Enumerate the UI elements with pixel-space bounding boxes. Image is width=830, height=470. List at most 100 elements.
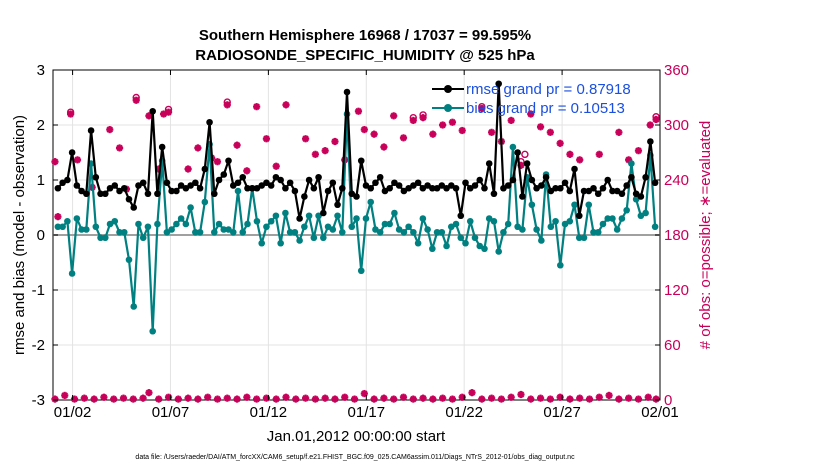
obs-bottom-marker-27-stroke-3: [312, 395, 319, 403]
bias-point-21: [154, 220, 161, 228]
bias-point-113: [590, 228, 597, 236]
obs-bottom-marker-58: [615, 395, 623, 403]
obs-bottom-marker-33-stroke-3: [370, 395, 378, 403]
rmse-point-15: [125, 195, 133, 203]
bias-point-105: [552, 217, 559, 225]
obs-evaluated-marker-19: [243, 167, 251, 175]
obs-evaluated-marker-3-stroke-3: [74, 156, 81, 164]
bias-point-86: [462, 239, 469, 247]
obs-bottom-marker-11-stroke-3: [155, 395, 163, 403]
obs-evaluated-marker-27: [331, 137, 339, 146]
x-tick-label-3: 01/17: [348, 404, 386, 421]
obs-bottom-marker-10: [145, 389, 153, 397]
obs-bottom-marker-54: [576, 394, 584, 402]
obs-bottom-marker-30: [341, 393, 349, 401]
obs-evaluated-marker-39-stroke-3: [449, 118, 456, 126]
bias-point-52: [301, 223, 308, 231]
obs-evaluated-marker-51: [576, 156, 584, 164]
obs-evaluated-marker-52: [595, 150, 603, 158]
obs-evaluated-marker-22: [272, 162, 280, 170]
rmse-point-64: [357, 157, 365, 165]
obs-evaluated-marker-21-stroke-3: [263, 135, 270, 143]
rmse-point-12: [111, 182, 119, 189]
rmse-point-100: [528, 176, 536, 184]
obs-bottom-marker-59-stroke-3: [625, 394, 632, 402]
bias-point-33: [211, 228, 218, 236]
obs-bottom-marker-38: [419, 394, 427, 402]
bias-point-60: [338, 228, 346, 236]
rmse-point-98: [519, 193, 526, 200]
rmse-point-119: [618, 190, 626, 198]
obs-evaluated-marker-38: [439, 121, 447, 129]
obs-evaluated-marker-6-stroke-3: [116, 144, 123, 152]
obs-evaluated-marker-25-stroke-3: [312, 151, 319, 158]
obs-evaluated-marker-53: [615, 128, 623, 136]
obs-bottom-marker-53: [566, 395, 574, 403]
rmse-point-52: [301, 193, 308, 200]
x-axis-label: Jan.01,2012 00:00:00 start: [267, 428, 446, 445]
bias-point-44: [263, 223, 270, 231]
rmse-point-68: [376, 173, 384, 181]
obs-evaluated-marker-14-stroke-3: [194, 144, 202, 152]
rmse-point-25: [173, 187, 180, 195]
right-tick-label-5: 60: [664, 337, 681, 354]
obs-bottom-marker-39: [429, 395, 437, 403]
obs-bottom-marker-44: [478, 395, 486, 403]
rmse-point-8: [92, 173, 100, 181]
x-tick-label-1: 01/07: [152, 404, 190, 421]
bias-point-65: [362, 215, 370, 222]
rmse-point-40: [244, 184, 251, 192]
obs-bottom-marker-56-stroke-3: [595, 393, 603, 401]
obs-evaluated-marker-21: [262, 135, 271, 143]
rmse-point-3: [68, 149, 76, 156]
bias-point-98: [519, 226, 526, 233]
obs-bottom-marker-5-stroke-3: [100, 393, 108, 401]
obs-evaluated-marker-42: [488, 128, 496, 136]
obs-evaluated-marker-56: [646, 121, 654, 129]
obs-evaluated-marker-30: [360, 125, 368, 134]
obs-possible-marker-3: [223, 98, 231, 106]
x-tick-label-4: 01/22: [445, 404, 483, 421]
rmse-point-92: [490, 190, 498, 198]
obs-evaluated-marker-55-stroke-3: [635, 147, 642, 154]
bias-point-124: [642, 209, 649, 217]
obs-evaluated-marker-24: [301, 135, 310, 143]
obs-evaluated-marker-46: [527, 110, 535, 118]
bias-point-19: [144, 223, 152, 231]
obs-evaluated-marker-37: [429, 130, 437, 138]
rmse-point-103: [542, 173, 550, 181]
obs-bottom-marker-36: [399, 393, 408, 401]
obs-evaluated-marker-19-stroke-3: [243, 167, 251, 175]
rmse-point-89: [476, 176, 484, 184]
obs-bottom-marker-14-stroke-3: [184, 394, 192, 402]
obs-bottom-marker-28: [321, 394, 329, 402]
obs-evaluated-marker-37-stroke-3: [429, 130, 437, 138]
bias-point-114: [594, 228, 602, 236]
obs-evaluated-marker-50: [566, 150, 574, 158]
obs-bottom-marker-18: [223, 394, 231, 402]
rmse-point-109: [571, 165, 578, 173]
bias-point-28: [187, 204, 194, 211]
bias-point-79: [429, 245, 436, 253]
obs-evaluated-marker-50-stroke-3: [566, 151, 574, 158]
obs-bottom-marker-1: [61, 391, 69, 400]
obs-evaluated-marker-40-stroke-3: [458, 127, 466, 134]
bias-point-20: [149, 327, 156, 335]
rmse-point-105: [552, 184, 559, 192]
bias-point-46: [272, 212, 280, 220]
bias-point-108: [566, 217, 574, 225]
rmse-point-53: [305, 176, 313, 184]
obs-evaluated-marker-6: [115, 144, 124, 152]
obs-bottom-marker-47-stroke-3: [507, 393, 515, 401]
rmse-point-10: [101, 190, 109, 198]
obs-evaluated-marker-38-stroke-3: [439, 121, 446, 129]
rmse-point-70: [386, 184, 393, 192]
bias-point-73: [400, 228, 408, 236]
obs-evaluated-marker-39: [448, 118, 457, 126]
bias-point-53: [305, 212, 313, 220]
obs-evaluated-marker-16-stroke-3: [214, 158, 221, 165]
rmse-point-67: [372, 179, 379, 187]
rmse-point-115: [599, 184, 607, 192]
obs-bottom-marker-13: [174, 395, 182, 403]
bias-point-71: [391, 209, 398, 217]
